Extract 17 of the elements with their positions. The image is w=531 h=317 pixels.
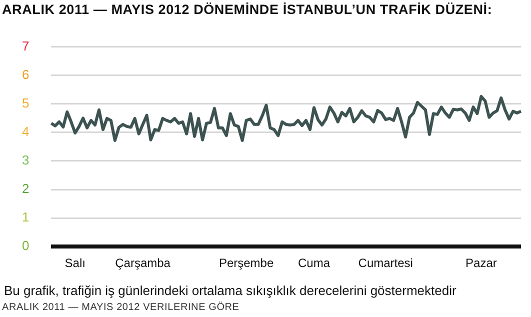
text: ARALIK 2011 — MAYIS 2012 VERILERINE GÖRE	[1, 300, 240, 313]
x-tick-label: Salı	[64, 256, 86, 270]
x-tick-label: Cuma	[298, 256, 330, 270]
y-tick-label: 7	[22, 38, 30, 54]
chart-title: ARALIK 2011 — MAYIS 2012 DÖNEMİNDE İSTANBUL’UN TRAFİK DÜZENİ:	[1, 1, 494, 17]
x-tick-label: Perşembe	[218, 256, 274, 270]
y-tick-label: 2	[22, 181, 30, 196]
x-tick-label: Pazar	[466, 256, 497, 270]
text: Bu grafik, trafiğin iş günlerindeki ortalama sıkışıklık derecelerini göstermektedir	[3, 282, 458, 298]
y-tick-label: 4	[22, 124, 30, 140]
y-tick-label: 3	[22, 152, 30, 168]
x-tick-label: Çarşamba	[115, 256, 171, 270]
y-tick-label: 0	[22, 238, 30, 254]
y-tick-label: 6	[22, 66, 30, 82]
y-tick-label: 1	[22, 210, 30, 225]
x-tick-label: Cumartesi	[358, 256, 413, 270]
y-tick-label: 5	[22, 95, 30, 110]
